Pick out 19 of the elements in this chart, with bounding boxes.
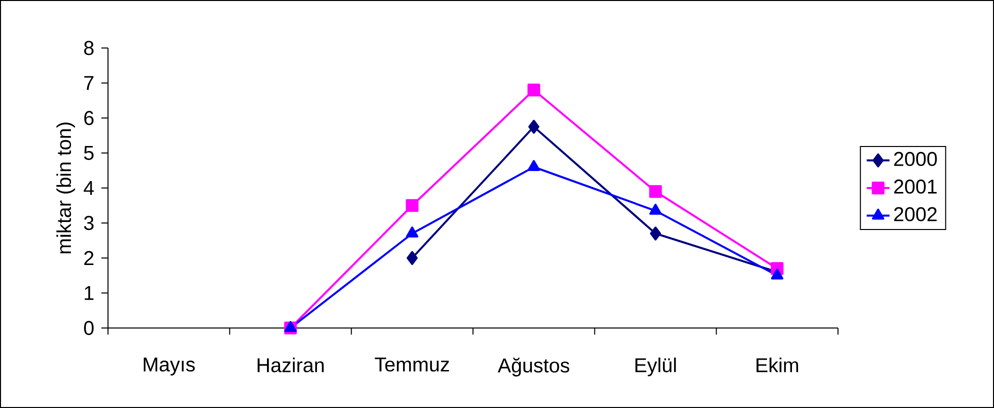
y-tick-label: 1	[84, 286, 94, 300]
y-tick-label: 3	[84, 216, 94, 230]
y-tick-label: 0	[84, 320, 94, 336]
y-axis-title: miktar (bin ton)	[56, 122, 76, 254]
x-tick-label: Ekim	[756, 358, 798, 372]
x-tick-label: Mayıs	[144, 358, 195, 376]
x-tick-label: Temmuz	[374, 358, 449, 372]
y-tick-label: 6	[84, 110, 94, 126]
legend-label: 2001	[894, 180, 937, 194]
legend-label: 2002	[894, 207, 937, 222]
legend-label: 2000	[894, 152, 937, 166]
y-tick-label: 8	[84, 40, 94, 56]
y-tick-label: 2	[84, 251, 94, 265]
y-tick-label: 7	[84, 76, 94, 90]
x-tick-label: Ağustos	[498, 358, 570, 376]
y-tick-label: 4	[84, 181, 94, 195]
y-tick-label: 5	[84, 146, 94, 160]
x-tick-label: Eylül	[635, 358, 676, 376]
x-tick-label: Haziran	[258, 358, 324, 372]
